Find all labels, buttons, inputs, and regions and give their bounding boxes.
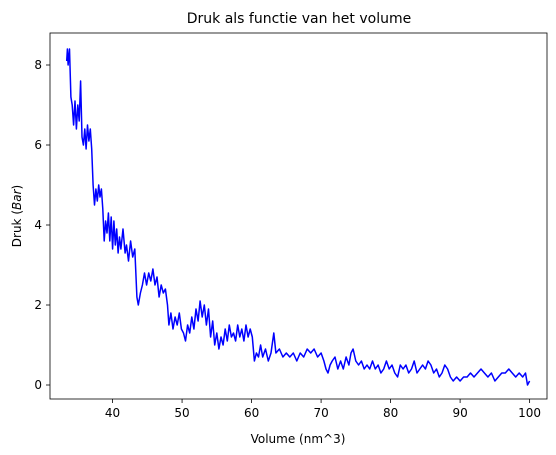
y-axis-label-suffix: ) — [10, 185, 24, 190]
y-axis-label-unit: Bar — [10, 188, 24, 210]
x-tick-label: 80 — [383, 406, 398, 420]
y-tick-label: 8 — [34, 58, 42, 72]
y-tick-label: 2 — [34, 298, 42, 312]
x-tick-label: 60 — [244, 406, 259, 420]
y-axis-label-prefix: Druk ( — [10, 210, 24, 247]
plot-area — [65, 48, 531, 386]
chart-title: Druk als functie van het volume — [187, 11, 411, 27]
y-axis-label: Druk (Bar) — [10, 185, 24, 247]
x-tick-label: 70 — [313, 406, 328, 420]
y-tick-label: 6 — [34, 138, 42, 152]
y-axis-ticks: 0 2 4 6 8 — [34, 58, 50, 392]
x-tick-label: 50 — [174, 406, 189, 420]
y-tick-label: 0 — [34, 378, 42, 392]
plot-frame — [49, 32, 548, 400]
x-axis-ticks: 40 50 60 70 80 90 100 — [105, 399, 541, 420]
x-tick-label: 90 — [452, 406, 467, 420]
pressure-series-line — [65, 48, 531, 386]
x-tick-label: 100 — [518, 406, 541, 420]
y-tick-label: 4 — [34, 218, 42, 232]
x-tick-label: 40 — [105, 406, 120, 420]
x-axis-label: Volume (nm^3) — [251, 432, 346, 446]
